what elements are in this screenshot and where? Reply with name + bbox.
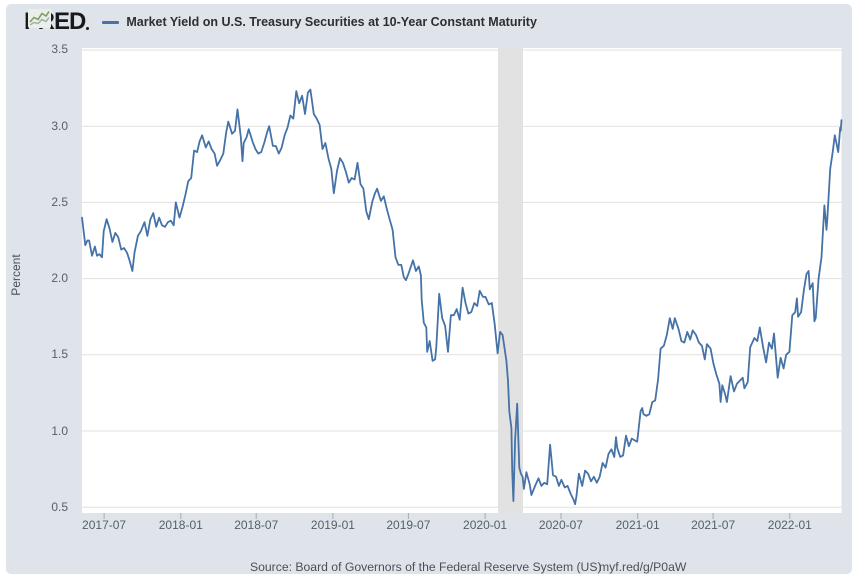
y-tick-label: 0.5 [51, 499, 68, 514]
chart-header: FRED Market Yield on U.S. Treasury Secur… [24, 9, 537, 35]
x-tick-label: 2018-07 [234, 518, 279, 532]
legend-line-swatch [102, 20, 120, 24]
x-tick-label: 2019-01 [310, 518, 355, 532]
x-tick-label: 2020-07 [538, 518, 583, 532]
x-tick-label: 2021-01 [615, 518, 660, 532]
x-tick-label: 2017-07 [82, 518, 127, 532]
fred-logo: FRED [24, 9, 90, 34]
x-tick-label: 2022-01 [767, 518, 812, 532]
x-tick-label: 2020-01 [463, 518, 508, 532]
source-text: Source: Board of Governors of the Federa… [250, 560, 602, 574]
y-tick-label: 2.5 [51, 194, 68, 209]
y-tick-label: 3.5 [51, 42, 68, 57]
fred-logo-registered-mark [86, 27, 90, 30]
y-tick-label: 1.5 [51, 347, 68, 362]
y-tick-label: 1.0 [51, 423, 68, 438]
y-tick-label: 2.0 [51, 271, 68, 286]
data-series-line [81, 88, 843, 506]
x-tick-label: 2018-01 [158, 518, 203, 532]
plot-area [82, 48, 842, 513]
x-tick-label: 2019-07 [386, 518, 431, 532]
chart-title: Market Yield on U.S. Treasury Securities… [126, 15, 537, 29]
sparkline-up-icon [28, 9, 51, 28]
x-tick-label: 2021-07 [691, 518, 736, 532]
short-url-link[interactable]: myf.red/g/P0aW [599, 560, 687, 574]
y-tick-label: 3.0 [51, 118, 68, 133]
